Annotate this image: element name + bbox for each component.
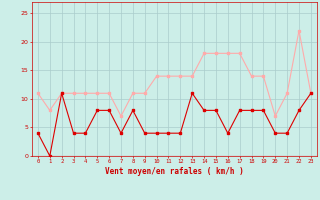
X-axis label: Vent moyen/en rafales ( km/h ): Vent moyen/en rafales ( km/h ) [105, 167, 244, 176]
